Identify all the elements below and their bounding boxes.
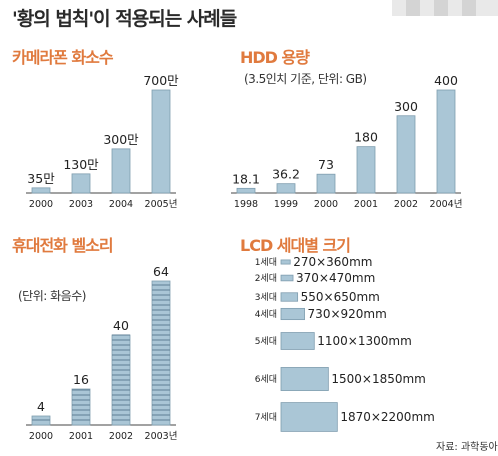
ringtone-bar [71,388,91,426]
source-note: 자료: 과학동아 [436,442,498,453]
lcd-generation-label: 5세대 [255,336,277,347]
ringtone-bar [31,415,51,426]
hdd-tick-label: 2000 [314,199,338,210]
hdd-value-label: 180 [354,130,378,145]
camera-value-label: 130만 [63,157,99,172]
lcd-generation-label: 1세대 [255,257,277,268]
lcd-bar [280,332,315,350]
lcd-bar [280,402,338,432]
camera-value-label: 35만 [27,171,55,186]
ringtone-value-label: 4 [37,399,45,414]
lcd-bar [280,292,299,302]
lcd-generation-label: 7세대 [255,412,277,423]
hdd-chart-title: HDD 용량 [240,48,310,67]
camera-bar [71,173,91,194]
camera-bar [31,187,51,194]
lcd-chart-title: LCD 세대별 크기 [240,236,351,255]
hdd-value-label: 36.2 [272,167,300,182]
lcd-generation-label: 6세대 [255,374,277,385]
hdd-bar [396,115,416,194]
hdd-value-label: 300 [394,99,418,114]
hdd-tick-label: 2004년 [430,199,463,210]
ringtone-value-label: 16 [73,372,89,387]
hdd-bar [236,187,256,194]
lcd-generation-label: 2세대 [255,273,277,284]
lcd-size-label: 370×470mm [296,271,375,285]
lcd-generation-label: 4세대 [255,309,277,320]
camera-value-label: 700만 [143,73,179,88]
ringtone-tick-label: 2001 [69,431,93,442]
hdd-value-label: 18.1 [232,171,260,186]
ringtone-bar [151,280,171,426]
ringtone-tick-label: 2003년 [145,431,178,442]
lcd-size-label: 550×650mm [301,290,380,304]
hdd-bar [436,89,456,194]
main-title: '황의 법칙'이 적용되는 사례들 [12,8,237,30]
ringtone-value-label: 40 [113,318,129,333]
lcd-size-label: 1500×1850mm [331,372,426,386]
hdd-tick-label: 2001 [354,199,378,210]
lcd-bar [280,367,329,391]
ringtone-chart-title: 휴대전화 벨소리 [12,236,114,255]
lcd-bar [280,307,305,321]
lcd-size-label: 1870×2200mm [340,410,435,424]
hdd-value-label: 73 [318,157,334,172]
lcd-generation-label: 3세대 [255,292,277,303]
camera-bar [151,89,171,194]
decorative-header-strip [392,0,498,16]
lcd-size-label: 730×920mm [308,307,387,321]
ringtone-tick-label: 2002 [109,431,133,442]
hdd-chart-subtitle: (3.5인치 기준, 단위: GB) [244,72,367,86]
ringtone-value-label: 64 [153,264,169,279]
hdd-bar [276,183,296,194]
lcd-size-label: 1100×1300mm [317,334,412,348]
hdd-tick-label: 1999 [274,199,298,210]
lcd-bar [280,274,294,282]
hdd-value-label: 400 [434,73,458,88]
camera-value-label: 300만 [103,132,139,147]
hdd-tick-label: 1998 [234,199,258,210]
camera-chart-title: 카메라폰 화소수 [12,48,114,67]
hdd-tick-label: 2002 [394,199,418,210]
ringtone-chart-subtitle: (단위: 화음수) [18,289,86,303]
hdd-bar [356,146,376,194]
camera-tick-label: 2003 [69,199,93,210]
camera-tick-label: 2004 [109,199,133,210]
camera-tick-label: 2000 [29,199,53,210]
camera-bar [111,148,131,194]
ringtone-tick-label: 2000 [29,431,53,442]
lcd-size-label: 270×360mm [293,255,372,269]
hdd-bar [316,173,336,194]
lcd-bar [280,259,291,265]
camera-tick-label: 2005년 [145,199,178,210]
